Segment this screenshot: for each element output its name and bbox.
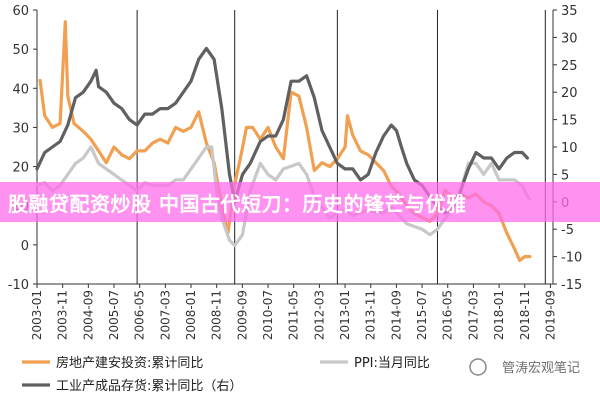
left-tick-label: 40 — [12, 82, 29, 97]
x-tick-label: 2012-03 — [312, 290, 326, 340]
x-tick-label: 2003-01 — [30, 290, 44, 340]
x-tick-label: 2009-09 — [235, 290, 249, 340]
series-lines — [35, 20, 532, 263]
left-axis-ticks: -100102030405060 — [8, 4, 37, 293]
legend-label-2: 工业产成品存货:累计同比（右） — [56, 378, 242, 394]
x-tick-label: 2014-09 — [389, 290, 403, 340]
right-tick-label: -5 — [561, 223, 574, 238]
left-tick-label: 30 — [12, 121, 29, 136]
series-line-0 — [38, 20, 532, 263]
x-tick-label: 2008-01 — [184, 290, 198, 340]
left-tick-label: 60 — [12, 4, 29, 19]
x-tick-label: 2003-11 — [56, 290, 70, 340]
right-tick-label: 5 — [561, 168, 569, 183]
legend-label-1: PPI:当月同比 — [354, 356, 430, 371]
right-axis-ticks: -15-10-505101520253035 — [553, 4, 582, 293]
left-tick-label: -10 — [8, 278, 29, 293]
left-tick-label: 50 — [12, 43, 29, 58]
right-tick-label: -15 — [561, 278, 582, 293]
x-tick-label: 2006-05 — [133, 290, 147, 340]
x-axis-ticks: 2003-01 2003-11 2004-09 2005-07 2006-05 2007-… — [30, 284, 557, 340]
left-tick-label: 0 — [21, 239, 29, 254]
watermark-text: 管涛宏观笔记 — [502, 360, 580, 376]
x-tick-label: 2015-07 — [415, 290, 429, 340]
period-divider-lines — [136, 10, 546, 284]
x-tick-label: 2004-09 — [81, 290, 95, 340]
right-tick-label: 25 — [561, 59, 578, 74]
x-tick-label: 2019-09 — [543, 290, 557, 340]
x-tick-label: 2005-07 — [107, 290, 121, 340]
right-tick-label: 30 — [561, 31, 578, 46]
overlay-banner — [0, 182, 600, 222]
x-tick-label: 2013-01 — [338, 290, 352, 340]
x-tick-label: 2011-05 — [287, 290, 301, 340]
x-tick-label: 2007-03 — [158, 290, 172, 340]
right-tick-label: 15 — [561, 114, 578, 129]
right-tick-label: 35 — [561, 4, 578, 19]
x-tick-label: 2017-03 — [466, 290, 480, 340]
legend-label-0: 房地产建安投资:累计同比 — [56, 355, 203, 371]
x-tick-label: 2010-07 — [261, 290, 275, 340]
right-tick-label: -10 — [561, 251, 582, 266]
right-tick-label: 10 — [561, 141, 578, 156]
x-tick-label: 2016-05 — [441, 290, 455, 340]
right-tick-label: 20 — [561, 86, 578, 101]
x-tick-label: 2018-01 — [492, 290, 506, 340]
overlay-banner-text: 股融贷配资炒股 中国古代短刀：历史的锋芒与优雅 — [8, 192, 467, 216]
left-tick-label: 20 — [12, 161, 29, 176]
watermark-icon — [469, 358, 487, 376]
x-tick-label: 2013-11 — [364, 290, 378, 340]
x-tick-label: 2008-11 — [210, 290, 224, 340]
x-tick-label: 2018-11 — [518, 290, 532, 340]
